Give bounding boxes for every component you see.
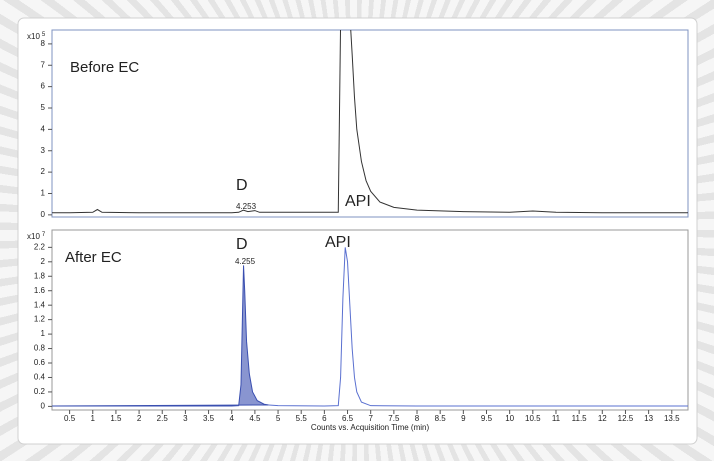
x-axis-label: Counts vs. Acquisition Time (min) — [311, 423, 430, 432]
annotation: API — [345, 193, 371, 210]
plot-area — [51, 29, 689, 218]
y-tick-label: 1 — [41, 189, 46, 198]
area — [52, 265, 269, 407]
annotation: D — [236, 236, 248, 253]
y-tick-label: 0 — [41, 401, 46, 410]
line — [268, 247, 688, 407]
y-tick-label: 7 — [41, 60, 46, 69]
x-tick-label: 12 — [598, 414, 607, 423]
x-tick-label: 10.5 — [525, 414, 541, 423]
x-tick-label: 9 — [461, 414, 466, 423]
x-tick-label: 1.5 — [110, 414, 122, 423]
x-tick-label: 6 — [322, 414, 327, 423]
y-tick-label: 1.8 — [34, 271, 46, 280]
y-scale-label: x10 7 — [27, 232, 46, 242]
y-tick-label: 2.2 — [34, 242, 46, 251]
y-tick-label: 1.4 — [34, 300, 46, 309]
y-scale-exp: 7 — [42, 232, 46, 238]
y-scale-label: x10 5 — [27, 32, 46, 42]
y-tick-label: 0.6 — [34, 358, 46, 367]
x-tick-label: 5.5 — [296, 414, 308, 423]
y-tick-label: 6 — [41, 82, 46, 91]
y-scale-base: x10 — [27, 232, 40, 241]
x-tick-label: 8.5 — [435, 414, 447, 423]
x-tick-label: 4 — [230, 414, 235, 423]
y-tick-label: 3 — [41, 146, 46, 155]
x-tick-label: 0.5 — [64, 414, 76, 423]
x-tick-label: 3 — [183, 414, 188, 423]
x-tick-label: 11.5 — [572, 414, 588, 423]
annotation: Before EC — [70, 59, 139, 76]
y-tick-label: 8 — [41, 39, 46, 48]
x-tick-label: 12.5 — [618, 414, 634, 423]
y-tick-label: 0.2 — [34, 387, 46, 396]
y-scale-base: x10 — [27, 32, 40, 41]
x-tick-label: 13 — [644, 414, 653, 423]
y-tick-label: 0.8 — [34, 344, 46, 353]
x-tick-label: 2.5 — [157, 414, 169, 423]
x-tick-label: 10 — [505, 414, 514, 423]
x-tick-label: 7 — [368, 414, 373, 423]
y-scale-exp: 5 — [42, 32, 46, 38]
annotation: API — [325, 234, 351, 251]
annotation: D — [236, 177, 248, 194]
y-tick-label: 0 — [41, 210, 46, 219]
x-tick-label: 7.5 — [388, 414, 400, 423]
x-tick-label: 2 — [137, 414, 142, 423]
annotation: After EC — [65, 249, 122, 266]
annotation: 4.255 — [235, 257, 256, 266]
annotation: 4.253 — [236, 202, 257, 211]
x-tick-label: 5 — [276, 414, 281, 423]
y-tick-label: 2 — [41, 257, 46, 266]
series-group — [52, 30, 688, 214]
x-tick-label: 6.5 — [342, 414, 354, 423]
y-tick-label: 1.2 — [34, 315, 46, 324]
x-tick-label: 1 — [91, 414, 96, 423]
y-tick-label: 4 — [41, 124, 46, 133]
x-tick-label: 4.5 — [249, 414, 261, 423]
line — [52, 30, 688, 214]
y-tick-label: 2 — [41, 167, 46, 176]
y-tick-label: 0.4 — [34, 373, 46, 382]
x-tick-label: 8 — [415, 414, 420, 423]
x-tick-label: 3.5 — [203, 414, 215, 423]
plot-area — [51, 229, 689, 411]
series-group — [52, 247, 688, 407]
y-tick-label: 1.6 — [34, 286, 46, 295]
x-tick-label: 9.5 — [481, 414, 493, 423]
x-tick-label: 13.5 — [664, 414, 680, 423]
y-tick-label: 1 — [41, 329, 46, 338]
y-tick-label: 5 — [41, 103, 46, 112]
x-tick-label: 11 — [552, 414, 561, 423]
